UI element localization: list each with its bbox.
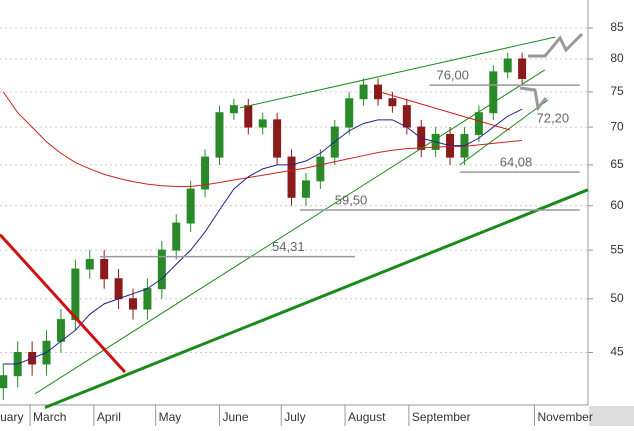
candle-body xyxy=(229,105,238,114)
level-label: 64,08 xyxy=(500,155,533,170)
candle-body xyxy=(518,58,527,79)
y-tick-label: 70 xyxy=(610,119,624,133)
candle-body xyxy=(474,112,483,135)
marks xyxy=(0,36,589,409)
x-tick-label: September xyxy=(412,410,471,424)
x-tick-label: May xyxy=(159,410,182,424)
x-tick-label: April xyxy=(97,410,121,424)
corner-box xyxy=(589,406,634,426)
level-label: 54,31 xyxy=(272,239,305,254)
candle-body xyxy=(186,188,195,224)
level-label: 59,50 xyxy=(335,192,368,207)
candle-body xyxy=(0,375,8,389)
y-tick-label: 60 xyxy=(610,198,624,212)
x-tick-label: July xyxy=(284,410,305,424)
candle-body xyxy=(402,105,411,128)
trend-line xyxy=(459,99,549,166)
candle-body xyxy=(71,268,80,321)
candle-body xyxy=(114,278,123,300)
candle-body xyxy=(172,222,181,251)
candle-body xyxy=(273,119,282,158)
projection-arrow-down xyxy=(519,86,548,112)
candle-body xyxy=(301,180,310,198)
candle-body xyxy=(244,105,253,128)
trend-line xyxy=(379,91,510,131)
candle-body xyxy=(215,112,224,158)
candle-body xyxy=(157,249,166,290)
trend-line xyxy=(239,36,556,109)
trend-line xyxy=(0,233,127,374)
trend-line xyxy=(34,69,546,395)
candle-body xyxy=(489,71,498,114)
candle-body xyxy=(345,98,354,128)
projection-arrow-up xyxy=(528,32,584,58)
candle-body xyxy=(258,119,267,128)
candle-body xyxy=(56,319,65,342)
y-tick-label: 65 xyxy=(610,157,624,171)
moving-average xyxy=(2,91,523,188)
x-tick-label: February xyxy=(0,410,23,424)
candle-body xyxy=(201,156,210,190)
x-tick-label: March xyxy=(33,410,66,424)
candle-body xyxy=(503,58,512,73)
candle-body xyxy=(316,156,325,182)
y-tick-label: 80 xyxy=(610,51,624,65)
candle-body xyxy=(85,258,94,270)
x-tick-label: August xyxy=(348,410,386,424)
y-tick-label: 55 xyxy=(610,242,624,256)
y-tick-label: 85 xyxy=(610,20,624,34)
moving-average xyxy=(3,108,523,365)
x-tick-label: June xyxy=(222,410,248,424)
plot-area xyxy=(0,0,588,405)
candle-body xyxy=(129,298,137,310)
candle-body xyxy=(100,258,109,280)
y-tick-label: 45 xyxy=(610,345,624,359)
candle-body xyxy=(143,288,152,310)
candle-body xyxy=(388,98,397,107)
target-label: 72,20 xyxy=(537,111,570,126)
y-tick-label: 50 xyxy=(610,291,624,305)
trend-line xyxy=(44,188,589,409)
level-label: 76,00 xyxy=(436,68,469,83)
x-tick-label: November xyxy=(537,410,592,424)
candle-body xyxy=(359,84,368,100)
y-tick-label: 75 xyxy=(610,84,624,98)
candle-body xyxy=(287,156,296,198)
